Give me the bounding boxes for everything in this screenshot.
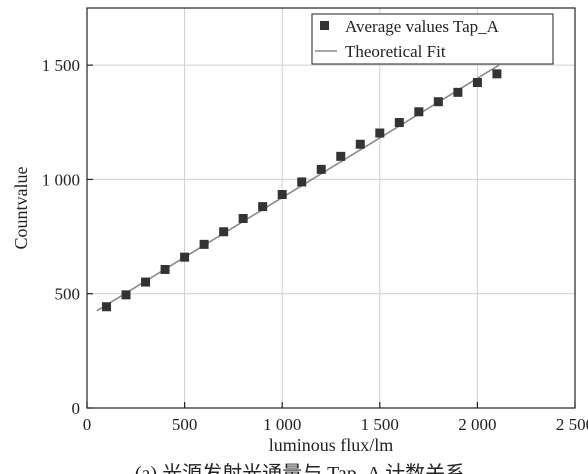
grid-lines bbox=[87, 8, 575, 408]
data-point bbox=[355, 139, 365, 149]
data-point bbox=[238, 214, 248, 224]
data-point bbox=[375, 128, 385, 138]
x-axis-ticks: 0 500 1 000 1 500 2 000 2 500 bbox=[83, 402, 588, 434]
data-point bbox=[492, 69, 502, 79]
legend-square-marker-icon bbox=[320, 21, 329, 30]
data-point bbox=[472, 78, 482, 88]
data-point bbox=[141, 277, 151, 287]
data-point bbox=[336, 151, 346, 161]
data-point bbox=[277, 190, 287, 200]
legend-label-theoretical-fit: Theoretical Fit bbox=[345, 42, 446, 61]
plot-frame bbox=[86, 7, 576, 409]
y-axis-ticks: 0 500 1 000 1 500 bbox=[42, 56, 93, 418]
data-point bbox=[258, 202, 268, 212]
x-tick-label: 2 000 bbox=[458, 415, 496, 434]
data-point bbox=[160, 264, 170, 274]
data-point bbox=[316, 164, 326, 174]
data-point bbox=[453, 87, 463, 97]
y-tick-label: 1 000 bbox=[42, 170, 80, 189]
legend-label-average-values: Average values Tap_A bbox=[345, 17, 500, 36]
data-point bbox=[297, 177, 307, 187]
legend: Average values Tap_A Theoretical Fit bbox=[311, 13, 554, 65]
data-point bbox=[433, 97, 443, 107]
data-point bbox=[180, 252, 190, 262]
x-tick-label: 1 500 bbox=[361, 415, 399, 434]
y-tick-label: 0 bbox=[72, 399, 81, 418]
x-tick-label: 0 bbox=[83, 415, 92, 434]
figure-caption: (a) 光源发射光通量与 Tap_A 计数关系 bbox=[135, 462, 465, 474]
x-tick-label: 1 000 bbox=[263, 415, 301, 434]
x-axis-label: luminous flux/lm bbox=[269, 435, 394, 455]
data-points bbox=[102, 69, 502, 312]
data-point bbox=[102, 302, 112, 312]
y-tick-label: 1 500 bbox=[42, 56, 80, 75]
y-axis-label: Countvalue bbox=[11, 167, 31, 250]
x-tick-label: 2 500 bbox=[556, 415, 588, 434]
legend-box bbox=[311, 13, 554, 65]
data-point bbox=[414, 107, 424, 117]
data-point bbox=[219, 227, 229, 237]
y-tick-label: 500 bbox=[55, 285, 81, 304]
data-point bbox=[394, 118, 404, 128]
data-point bbox=[199, 239, 209, 249]
data-point bbox=[121, 290, 131, 300]
x-tick-label: 500 bbox=[172, 415, 198, 434]
